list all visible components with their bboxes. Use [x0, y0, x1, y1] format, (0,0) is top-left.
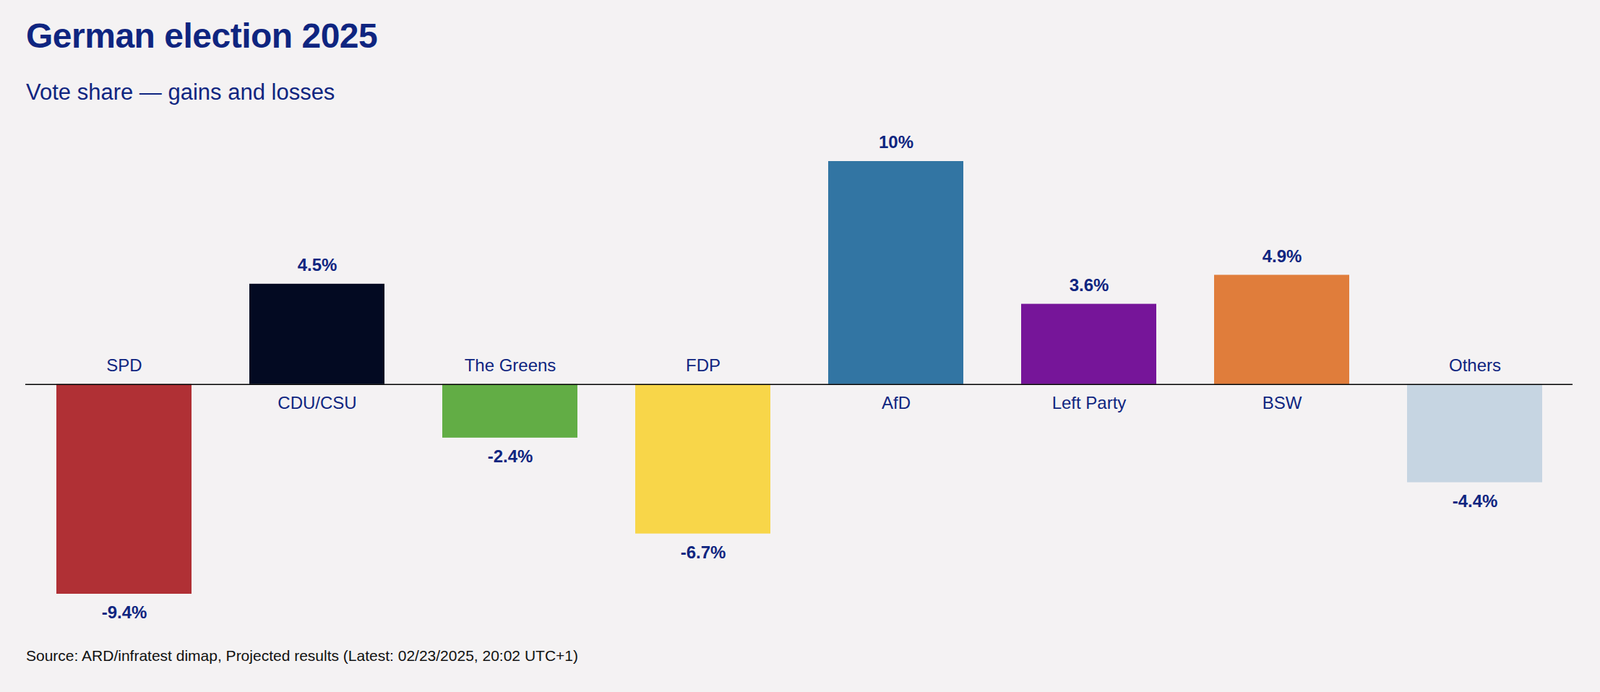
svg-text:-4.4%: -4.4% — [1452, 491, 1499, 511]
svg-text:AfD: AfD — [881, 393, 911, 413]
html-text:Source: ARD/infratest dimap, P: Source: ARD/infratest dimap, Projected r… — [26, 647, 579, 665]
svg-text:SPD: SPD — [106, 355, 142, 376]
svg-text:BSW: BSW — [1262, 393, 1303, 413]
svg-text:CDU/CSU: CDU/CSU — [277, 393, 357, 413]
html-text:Vote share — gains and losses: Vote share — gains and losses — [26, 79, 335, 105]
svg-text:The Greens: The Greens — [464, 355, 557, 376]
svg-text:FDP: FDP — [685, 355, 721, 376]
svg-text:4.5%: 4.5% — [297, 255, 338, 275]
svg-text:-9.4%: -9.4% — [101, 602, 148, 623]
svg-text:Left Party: Left Party — [1052, 393, 1127, 413]
svg-text:4.9%: 4.9% — [1262, 246, 1303, 266]
html-text:German election 2025: German election 2025 — [26, 16, 378, 55]
svg-text:Others: Others — [1448, 355, 1501, 376]
svg-text:-2.4%: -2.4% — [487, 446, 534, 467]
svg-text:3.6%: 3.6% — [1069, 275, 1110, 295]
svg-text:10%: 10% — [878, 132, 914, 152]
svg-text:-6.7%: -6.7% — [680, 542, 727, 563]
